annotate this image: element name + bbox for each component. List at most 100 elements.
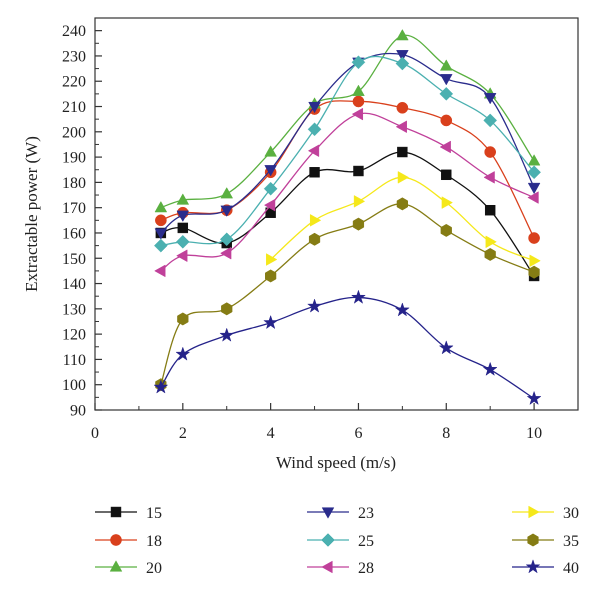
y-axis-label: Extractable power (W) <box>22 136 41 292</box>
legend-marker-23 <box>321 507 335 519</box>
series-28 <box>154 107 539 278</box>
y-tick-label: 100 <box>62 377 86 394</box>
data-point-20 <box>176 193 190 205</box>
y-tick-label: 90 <box>70 403 86 420</box>
data-point-30 <box>485 235 497 249</box>
data-point-25 <box>439 87 454 101</box>
data-point-23 <box>527 182 541 195</box>
series-23 <box>154 50 541 240</box>
data-point-30 <box>309 214 322 227</box>
legend-label: 18 <box>146 533 162 550</box>
series-line-18 <box>160 100 535 239</box>
y-tick-label: 200 <box>62 124 86 141</box>
x-tick-label: 8 <box>442 425 450 442</box>
series-line-25 <box>160 55 535 247</box>
legend-item-18: 18 <box>95 533 162 550</box>
data-point-28 <box>220 246 232 260</box>
data-point-20 <box>439 59 453 71</box>
series-line-20 <box>160 34 535 209</box>
data-point-30 <box>441 196 453 209</box>
data-point-23 <box>154 228 168 240</box>
data-point-15 <box>441 169 452 181</box>
data-point-40 <box>263 314 279 330</box>
data-point-20 <box>352 84 365 96</box>
data-point-28 <box>439 140 451 154</box>
legend-item-15: 15 <box>95 505 162 522</box>
data-point-23 <box>264 165 277 177</box>
data-point-40 <box>153 379 169 394</box>
data-point-40 <box>394 302 410 317</box>
y-tick-label: 180 <box>62 175 86 192</box>
legend-label: 23 <box>358 505 374 522</box>
legend-marker-40 <box>525 559 541 574</box>
data-point-20 <box>396 28 409 41</box>
plot-area-frame <box>94 17 579 411</box>
series-30 <box>266 171 541 268</box>
legend-item-30: 30 <box>512 505 579 522</box>
legend-marker-30 <box>528 505 540 519</box>
legend-item-28: 28 <box>307 560 374 577</box>
data-point-35 <box>352 217 365 231</box>
data-point-20 <box>527 154 541 166</box>
data-point-40 <box>438 340 454 355</box>
series-line-28 <box>160 112 535 272</box>
series-line-15 <box>160 151 535 277</box>
data-point-28 <box>395 120 407 134</box>
data-point-25 <box>263 181 278 196</box>
legend-item-20: 20 <box>95 560 162 577</box>
series-40 <box>153 289 542 406</box>
data-point-23 <box>396 50 409 62</box>
data-point-25 <box>175 234 190 249</box>
legend-marker-18 <box>110 534 122 546</box>
data-point-28 <box>483 171 495 184</box>
data-point-28 <box>527 191 539 204</box>
legend-marker-25 <box>321 533 335 547</box>
series-layer <box>153 28 542 406</box>
data-point-15 <box>177 222 189 234</box>
data-point-15 <box>309 167 320 178</box>
data-point-23 <box>439 74 453 86</box>
data-point-35 <box>265 269 277 283</box>
data-point-25 <box>351 55 366 70</box>
x-axis-label: Wind speed (m/s) <box>276 453 396 472</box>
data-point-15 <box>484 204 496 216</box>
data-point-18 <box>155 214 167 227</box>
x-tick-label: 10 <box>526 425 542 442</box>
data-point-35 <box>221 302 233 316</box>
data-point-25 <box>483 113 498 128</box>
legend-item-23: 23 <box>307 505 374 522</box>
data-point-23 <box>308 101 321 114</box>
x-tick-label: 6 <box>354 425 362 442</box>
y-tick-label: 150 <box>62 251 86 268</box>
data-point-18 <box>528 232 540 244</box>
data-point-28 <box>176 249 188 263</box>
series-20 <box>154 28 541 213</box>
data-point-40 <box>350 289 366 304</box>
legend-item-35: 35 <box>512 533 579 550</box>
data-point-35 <box>308 232 321 246</box>
y-tick-label: 190 <box>62 150 86 167</box>
data-point-18 <box>352 95 365 108</box>
y-tick-label: 120 <box>62 327 86 344</box>
y-tick-label: 110 <box>63 352 86 369</box>
data-point-18 <box>396 101 409 114</box>
data-point-40 <box>175 346 191 361</box>
legend-label: 20 <box>146 560 162 577</box>
legend-label: 28 <box>358 560 374 577</box>
data-point-35 <box>396 197 408 211</box>
data-point-40 <box>526 390 542 406</box>
legend-marker-15 <box>110 506 122 518</box>
x-tick-label: 0 <box>91 425 99 442</box>
legend-label: 25 <box>358 533 374 550</box>
y-tick-label: 170 <box>62 200 86 217</box>
data-point-25 <box>153 238 168 253</box>
axes: 0 2 4 6 8 10 90 100 110 120 130 140 150 160 170 180 190 2… <box>62 23 579 442</box>
data-point-15 <box>353 165 364 177</box>
data-point-18 <box>440 114 453 127</box>
data-point-40 <box>307 298 323 313</box>
series-25 <box>153 55 541 253</box>
data-point-40 <box>482 361 498 376</box>
legend-item-40: 40 <box>512 559 579 577</box>
data-point-30 <box>529 254 541 268</box>
